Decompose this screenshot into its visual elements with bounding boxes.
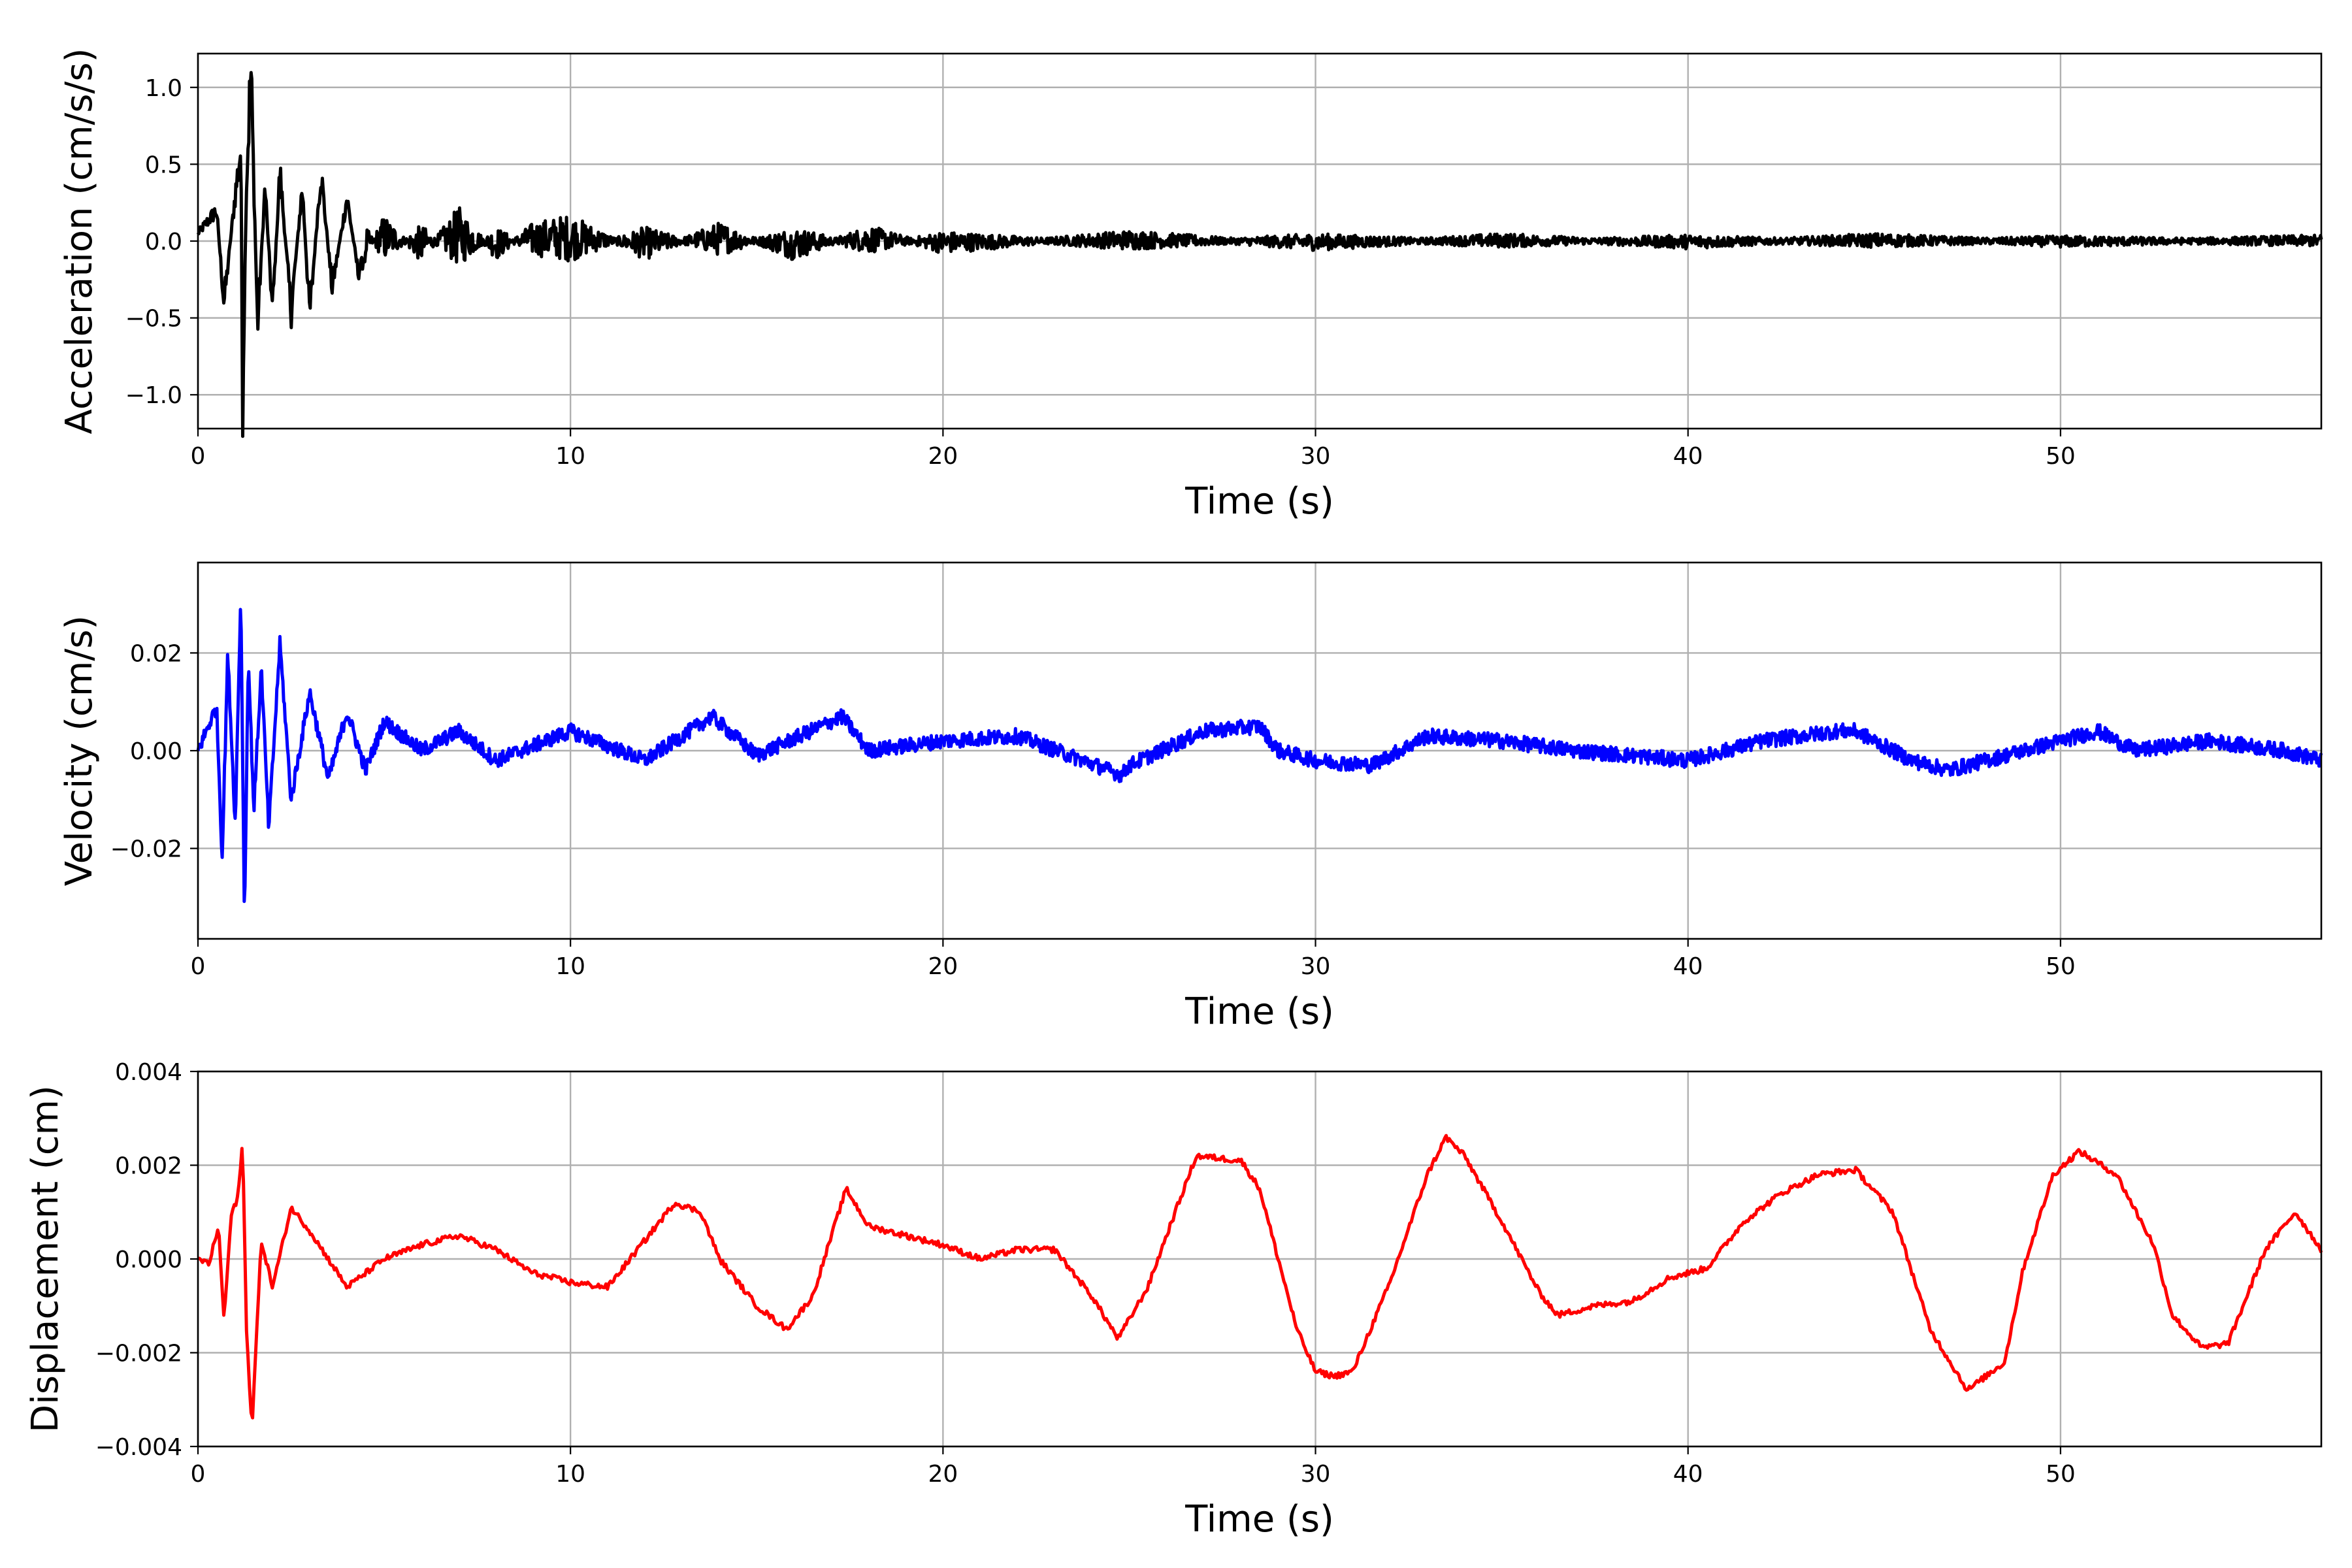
velocity-y-tick-label: 0.00 <box>130 738 182 765</box>
displacement-y-tick-label: 0.000 <box>115 1247 182 1273</box>
acceleration-panel: 0 10 20 30 40 50 −1.0 −0.5 0.0 0.5 1.0 Time (s) Acce… <box>58 48 2323 523</box>
velocity-y-tick-label: 0.02 <box>130 640 182 667</box>
displacement-panel: 0 10 20 30 40 50 −0.004 −0.002 0.000 0.002 0.004 Ti… <box>24 1059 2323 1541</box>
acceleration-x-tick-label: 30 <box>1301 443 1331 470</box>
velocity-x-axis-label: Time (s) <box>1184 990 1334 1033</box>
acceleration-y-tick-label: 0.0 <box>145 229 182 255</box>
acceleration-x-tick-label: 0 <box>191 443 206 470</box>
acceleration-x-tick-label: 20 <box>928 443 958 470</box>
acceleration-x-tick-label: 10 <box>555 443 585 470</box>
displacement-y-tick-label: 0.002 <box>115 1153 182 1180</box>
displacement-x-tick-label: 40 <box>1673 1461 1703 1488</box>
displacement-x-tick-label: 30 <box>1301 1461 1331 1488</box>
acceleration-series-line <box>196 71 2323 438</box>
velocity-x-tick-label: 10 <box>555 953 585 980</box>
velocity-x-tick-label: 0 <box>191 953 206 980</box>
velocity-y-tick-label: −0.02 <box>110 836 182 863</box>
acceleration-x-tick-label: 50 <box>2046 443 2076 470</box>
velocity-x-tick-label: 40 <box>1673 953 1703 980</box>
acceleration-y-tick-label: 1.0 <box>145 75 182 102</box>
displacement-x-tick-label: 20 <box>928 1461 958 1488</box>
velocity-y-axis-label: Velocity (cm/s) <box>58 615 101 887</box>
displacement-series-line <box>197 1134 2323 1420</box>
displacement-x-tick-label: 10 <box>555 1461 585 1488</box>
displacement-y-tick-label: −0.002 <box>95 1341 182 1367</box>
velocity-panel: 0 10 20 30 40 50 −0.02 0.00 0.02 Time (s) Velocity… <box>58 561 2323 1033</box>
displacement-x-tick-label: 50 <box>2046 1461 2076 1488</box>
velocity-x-tick-label: 20 <box>928 953 958 980</box>
displacement-y-tick-label: 0.004 <box>115 1059 182 1086</box>
displacement-x-tick-label: 0 <box>191 1461 206 1488</box>
velocity-x-tick-label: 30 <box>1301 953 1331 980</box>
displacement-y-tick-label: −0.004 <box>95 1434 182 1461</box>
acceleration-x-axis-label: Time (s) <box>1184 480 1334 523</box>
acceleration-y-tick-label: −1.0 <box>125 382 182 409</box>
velocity-series-line <box>196 608 2323 904</box>
displacement-y-axis-label: Displacement (cm) <box>24 1085 67 1433</box>
acceleration-y-tick-label: −0.5 <box>125 306 182 333</box>
acceleration-x-tick-label: 40 <box>1673 443 1703 470</box>
displacement-x-axis-label: Time (s) <box>1184 1498 1334 1541</box>
velocity-x-tick-label: 50 <box>2046 953 2076 980</box>
acceleration-y-axis-label: Acceleration (cm/s/s) <box>58 48 101 434</box>
acceleration-y-tick-label: 0.5 <box>145 152 182 178</box>
